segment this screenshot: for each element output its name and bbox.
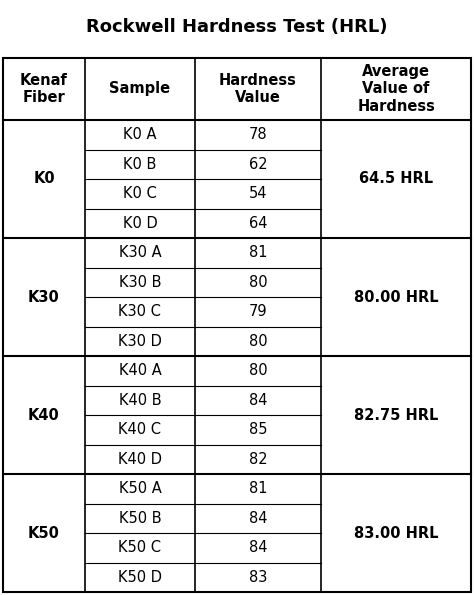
Text: 64.5 HRL: 64.5 HRL	[359, 171, 433, 186]
Text: 54: 54	[249, 186, 267, 201]
Text: 83.00 HRL: 83.00 HRL	[354, 525, 438, 540]
Text: K30 B: K30 B	[118, 275, 161, 290]
Text: Kenaf
Fiber: Kenaf Fiber	[20, 73, 68, 105]
Text: K0 D: K0 D	[122, 216, 157, 231]
Text: K50: K50	[28, 525, 60, 540]
Text: K40 D: K40 D	[118, 452, 162, 466]
Text: K30 C: K30 C	[118, 304, 161, 320]
Text: 84: 84	[249, 511, 267, 526]
Text: 81: 81	[249, 481, 267, 496]
Text: 81: 81	[249, 245, 267, 260]
Text: K40: K40	[28, 408, 60, 422]
Text: K50 D: K50 D	[118, 570, 162, 585]
Text: 78: 78	[249, 127, 267, 142]
Text: 82.75 HRL: 82.75 HRL	[354, 408, 438, 422]
Text: 80.00 HRL: 80.00 HRL	[354, 290, 438, 305]
Text: Average
Value of
Hardness: Average Value of Hardness	[357, 64, 435, 114]
Text: 80: 80	[249, 364, 267, 378]
Text: K0 B: K0 B	[123, 156, 156, 172]
Text: 64: 64	[249, 216, 267, 231]
Text: K40 C: K40 C	[118, 422, 161, 437]
Text: 62: 62	[249, 156, 267, 172]
Text: Sample: Sample	[109, 82, 171, 96]
Text: K30 D: K30 D	[118, 334, 162, 349]
Text: 83: 83	[249, 570, 267, 585]
Text: K30 A: K30 A	[118, 245, 161, 260]
Text: K0 A: K0 A	[123, 127, 156, 142]
Text: 82: 82	[249, 452, 267, 466]
Text: K30: K30	[28, 290, 60, 305]
Text: Hardness
Value: Hardness Value	[219, 73, 297, 105]
Text: 84: 84	[249, 540, 267, 555]
Text: K40 A: K40 A	[118, 364, 161, 378]
Text: 85: 85	[249, 422, 267, 437]
Text: K50 B: K50 B	[118, 511, 161, 526]
Text: Rockwell Hardness Test (HRL): Rockwell Hardness Test (HRL)	[86, 18, 388, 36]
Text: 79: 79	[249, 304, 267, 320]
Text: 84: 84	[249, 393, 267, 408]
Text: K0 C: K0 C	[123, 186, 157, 201]
Text: K50 C: K50 C	[118, 540, 161, 555]
Text: K50 A: K50 A	[118, 481, 161, 496]
Text: 80: 80	[249, 275, 267, 290]
Text: 80: 80	[249, 334, 267, 349]
Text: K40 B: K40 B	[118, 393, 161, 408]
Text: K0: K0	[33, 171, 55, 186]
